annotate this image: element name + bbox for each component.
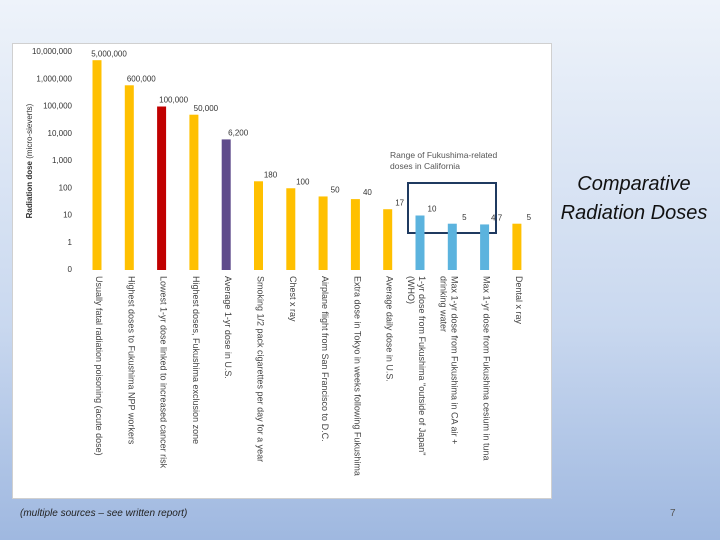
value-label: 50,000 (194, 104, 219, 113)
bar (447, 223, 457, 270)
value-label: 5,000,000 (91, 49, 127, 58)
bar (157, 106, 167, 270)
value-label: 40 (363, 188, 372, 197)
y-label-unit: (micro-sieverts) (25, 103, 34, 158)
y-label-main: Radiation dose (25, 160, 34, 218)
bar (415, 215, 425, 270)
chart: Radiation dose (micro-sieverts) 0 1 10 100 1… (25, 47, 532, 274)
y-tick-label: 0 (68, 265, 73, 274)
bar (92, 60, 102, 271)
x-tick-label: Dental x ray (513, 276, 524, 325)
bar (124, 85, 134, 270)
y-tick-label: 10,000 (48, 129, 73, 138)
bar (350, 199, 360, 270)
slide-title: Comparative Radiation Doses (560, 173, 708, 224)
footer: (multiple sources – see written report) (20, 508, 188, 519)
value-label: 50 (331, 186, 340, 195)
x-tick-label: Lowest 1-yr dose linked to increased can… (158, 276, 169, 469)
annotation: Range of Fukushima-related doses in Cali… (390, 150, 498, 171)
y-tick-label: 10,000,000 (32, 47, 73, 56)
value-label: 4.7 (491, 214, 503, 223)
y-tick-label: 1,000,000 (36, 74, 72, 83)
value-label: 100,000 (159, 96, 188, 105)
bar (254, 181, 263, 270)
x-tick-label: Highest doses to Fukushima NPP workers (126, 276, 137, 445)
y-tick-label: 10 (63, 211, 72, 220)
y-tick-label: 1,000 (52, 156, 73, 165)
x-tick-label: Chest x ray (287, 276, 298, 322)
y-tick-label: 100,000 (43, 102, 72, 111)
value-label: 5 (462, 213, 467, 222)
y-axis-label: Radiation dose (micro-sieverts) (25, 103, 34, 218)
y-tick-label: 100 (59, 183, 73, 192)
x-tick-label: Highest doses, Fukushima exclusion zone (190, 276, 201, 445)
value-label: 17 (395, 198, 404, 207)
bar (383, 209, 393, 270)
x-tick-label: Max 1-yr dose from Fukushima in CA air +… (438, 276, 460, 445)
value-label: 180 (264, 170, 278, 179)
value-label: 5 (527, 213, 532, 222)
x-tick-label: Max 1-yr dose from Fukushima cesium in t… (481, 276, 492, 461)
value-label: 6,200 (228, 129, 249, 138)
bar (512, 223, 522, 270)
bar (318, 196, 328, 270)
chart-panel (12, 43, 552, 499)
bar (221, 139, 231, 270)
x-tick-label: Smoking 1/2 pack cigarettes per day for … (255, 276, 266, 463)
value-label: 600,000 (127, 74, 156, 83)
bar (480, 224, 490, 270)
x-tick-label: Average 1-yr dose in U.S. (223, 276, 234, 379)
bar (286, 188, 296, 270)
x-tick-label: Airplane flight from San Francisco to D.… (320, 276, 331, 442)
value-label: 10 (428, 205, 437, 214)
x-tick-label: Usually fatal radiation poisoning (acute… (94, 276, 104, 456)
value-label: 100 (296, 177, 310, 186)
bar (189, 114, 199, 270)
x-tick-label: 1-yr dose from Fukushima "outside of Jap… (406, 276, 427, 456)
x-tick-label: Average daily dose in U.S. (384, 276, 395, 382)
x-tick-label: Extra dose in Tokyo in weeks following F… (352, 276, 363, 476)
page-number: 7 (670, 508, 676, 519)
y-tick-label: 1 (68, 238, 73, 247)
